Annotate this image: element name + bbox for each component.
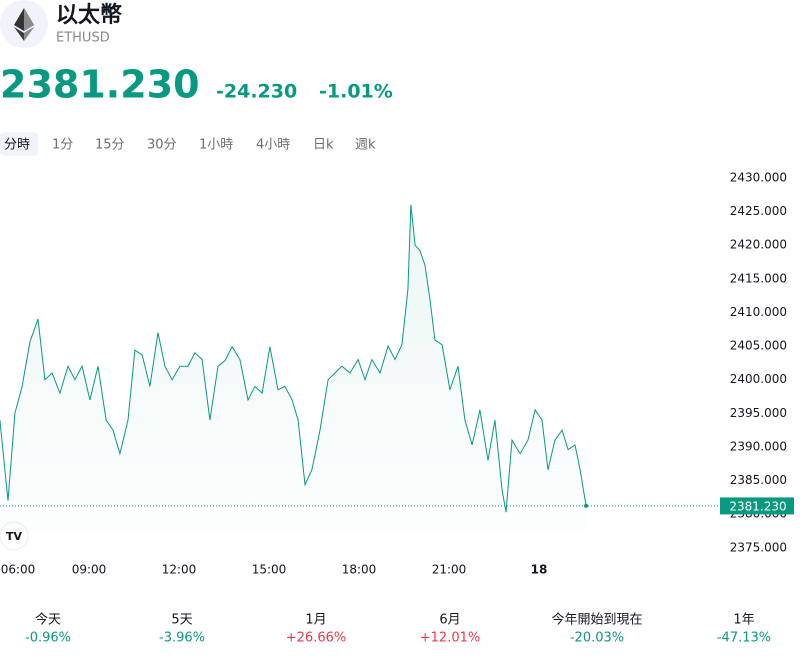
x-tick-label: 06:00 xyxy=(1,563,36,577)
tab[interactable]: 週k xyxy=(355,138,376,153)
area-fill xyxy=(0,204,587,530)
asset-symbol: ETHUSD xyxy=(56,31,110,46)
y-tick-label: 2420.000 xyxy=(730,238,787,252)
tab[interactable]: 日k xyxy=(313,138,334,153)
svg-text:TV: TV xyxy=(6,530,23,543)
tab-selected-bg xyxy=(0,132,38,156)
y-tick-label: 2410.000 xyxy=(730,305,787,319)
tab[interactable]: 分時 xyxy=(4,138,30,153)
x-tick-label: 18:00 xyxy=(342,563,377,577)
y-tick-label: 2390.000 xyxy=(730,439,787,453)
y-tick-label: 2415.000 xyxy=(730,271,787,285)
performance-value[interactable]: +12.01% xyxy=(420,631,480,646)
performance-value[interactable]: -20.03% xyxy=(570,631,624,646)
performance-value[interactable]: -3.96% xyxy=(159,631,205,646)
tab[interactable]: 30分 xyxy=(147,138,177,153)
y-tick-label: 2375.000 xyxy=(730,540,787,554)
y-tick-label: 2425.000 xyxy=(730,204,787,218)
x-tick-label: 09:00 xyxy=(72,563,107,577)
tab[interactable]: 15分 xyxy=(95,138,125,153)
change-percent: -1.01% xyxy=(319,81,393,103)
performance-label[interactable]: 1年 xyxy=(733,613,754,628)
y-tick-label: 2385.000 xyxy=(730,473,787,487)
x-tick-label: 21:00 xyxy=(432,563,467,577)
last-point xyxy=(584,503,589,508)
performance-label[interactable]: 今年開始到現在 xyxy=(551,612,642,628)
change: -24.230 xyxy=(216,81,297,103)
current-price-box xyxy=(720,497,794,515)
x-tick-label: 12:00 xyxy=(162,563,197,577)
tab[interactable]: 1小時 xyxy=(199,138,233,153)
y-tick-label: 2400.000 xyxy=(730,372,787,386)
y-tick-label: 2405.000 xyxy=(730,339,787,353)
performance-value[interactable]: -47.13% xyxy=(717,631,771,646)
current-price-label: 2381.230 xyxy=(729,499,786,513)
performance-label[interactable]: 6月 xyxy=(439,613,460,628)
tab[interactable]: 4小時 xyxy=(256,138,290,153)
x-tick-label: 15:00 xyxy=(252,563,287,577)
tab[interactable]: 1分 xyxy=(52,138,73,153)
performance-label[interactable]: 今天 xyxy=(35,612,61,628)
price-line xyxy=(0,204,587,513)
price: 2381.230 xyxy=(0,63,200,107)
asset-name: 以太幣 xyxy=(56,2,122,28)
coin-icon xyxy=(0,0,48,48)
performance-label[interactable]: 5天 xyxy=(171,613,192,628)
y-tick-label: 2430.000 xyxy=(730,170,787,184)
y-tick-label: 2395.000 xyxy=(730,406,787,420)
performance-label[interactable]: 1月 xyxy=(305,613,326,628)
x-tick-label: 18 xyxy=(531,563,548,577)
performance-value[interactable]: +26.66% xyxy=(286,631,346,646)
performance-value[interactable]: -0.96% xyxy=(25,631,71,646)
